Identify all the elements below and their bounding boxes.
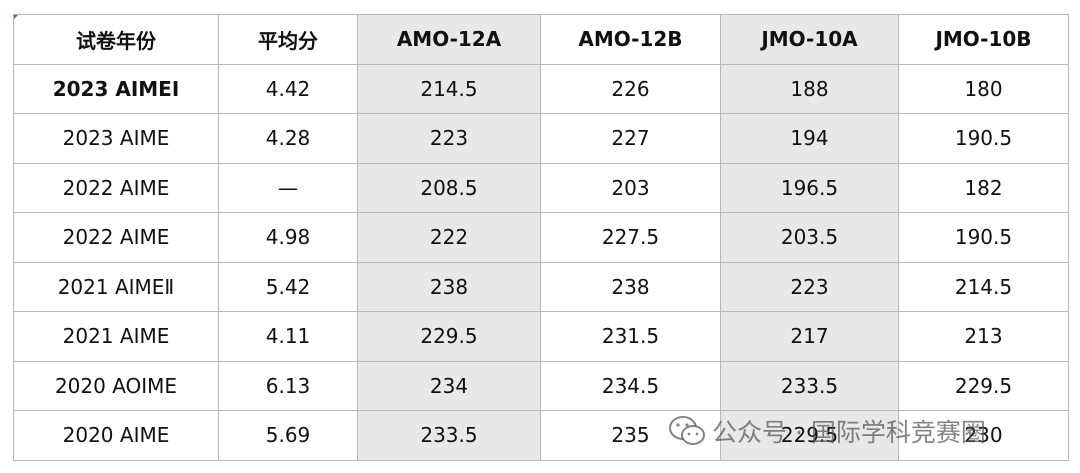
- table-cell: 234.5: [540, 360, 721, 411]
- table-cell: 213: [898, 311, 1069, 362]
- table-cell: 222: [357, 212, 541, 263]
- table-cell: 238: [357, 261, 541, 312]
- watermark: 公众号 · 国际学科竞赛圈: [668, 413, 986, 449]
- table-cell: 229.5: [720, 410, 899, 461]
- table-cell: 188: [720, 63, 899, 114]
- table-cell: 234: [357, 360, 541, 411]
- table-cell: 2021 AIMEⅡ: [13, 261, 219, 312]
- table-cell: 233.5: [720, 360, 899, 411]
- table-cell: 233.5: [357, 410, 541, 461]
- table-cell: 4.98: [218, 212, 358, 263]
- table-cell: 231.5: [540, 311, 721, 362]
- table-cell: 4.42: [218, 63, 358, 114]
- table-cell: 2020 AIME: [13, 410, 219, 461]
- table-cell: 229.5: [898, 360, 1069, 411]
- wechat-icon: [669, 416, 705, 445]
- table-cell: 2022 AIME: [13, 162, 219, 213]
- header-cell: 试卷年份: [13, 14, 219, 65]
- table-body: 2023 AIMEI 4.42 214.5 226 188 180 2023 AIME 4.2…: [13, 63, 1069, 461]
- table-cell: 223: [720, 261, 899, 312]
- table-cell: 2023 AIMEI: [13, 63, 219, 114]
- table-cell: 229.5: [357, 311, 541, 362]
- table-cell: 190.5: [898, 113, 1069, 164]
- table-row: 2023 AIMEI 4.42 214.5 226 188 180: [13, 63, 1069, 114]
- table-cell: 238: [540, 261, 721, 312]
- table-cell: 2020 AOIME: [13, 360, 219, 411]
- header-cell: 平均分: [218, 14, 358, 65]
- table-cell: 190.5: [898, 212, 1069, 263]
- table-cell: 227: [540, 113, 721, 164]
- score-table: 试卷年份 平均分 AMO-12A AMO-12B JMO-10A JMO-10B 2023…: [13, 14, 1069, 461]
- table-cell: 2022 AIME: [13, 212, 219, 263]
- table-row: 2021 AIME 4.11 229.5 231.5 217 213: [13, 311, 1069, 362]
- table-cell: 194: [720, 113, 899, 164]
- header-cell: JMO-10B: [898, 14, 1069, 65]
- table-cell: 6.13: [218, 360, 358, 411]
- table-cell: 196.5: [720, 162, 899, 213]
- table-cell: 4.28: [218, 113, 358, 164]
- table-cell: 217: [720, 311, 899, 362]
- table-row: 2022 AIME —208.5 203 196.5 182: [13, 162, 1069, 213]
- table-row: 2021 AIMEⅡ 5.42 238 238 223 214.5: [13, 261, 1069, 312]
- table-cell: 226: [540, 63, 721, 114]
- table-cell: 182: [898, 162, 1069, 213]
- table-cell: 203: [540, 162, 721, 213]
- table-cell: 214.5: [357, 63, 541, 114]
- table-cell: 214.5: [898, 261, 1069, 312]
- table-row: 2023 AIME 4.28 223 227 194 190.5: [13, 113, 1069, 164]
- watermark-text: 公众号 · 国际学科竞赛圈: [712, 418, 986, 447]
- table-cell: 2021 AIME: [13, 311, 219, 362]
- header-row: 试卷年份 平均分 AMO-12A AMO-12B JMO-10A JMO-10B: [13, 14, 1069, 65]
- table-cell: —: [218, 162, 358, 213]
- table-cell: 2023 AIME: [13, 113, 219, 164]
- table-cell: 5.69: [218, 410, 358, 461]
- table-cell: 5.42: [218, 261, 358, 312]
- table-cell: 203.5: [720, 212, 899, 263]
- table-cell: 208.5: [357, 162, 541, 213]
- header-cell: AMO-12A: [357, 14, 541, 65]
- table-cell: 180: [898, 63, 1069, 114]
- table-cell: 230: [898, 410, 1069, 461]
- header-cell: JMO-10A: [720, 14, 899, 65]
- table-cell: 4.11: [218, 311, 358, 362]
- table-row: 2022 AIME 4.98 222 227.5 203.5 190.5: [13, 212, 1069, 263]
- table-cell: 227.5: [540, 212, 721, 263]
- table-cell: 223: [357, 113, 541, 164]
- table-row: 2020 AOIME 6.13 234 234.5 233.5 229.5: [13, 360, 1069, 411]
- header-cell: AMO-12B: [540, 14, 721, 65]
